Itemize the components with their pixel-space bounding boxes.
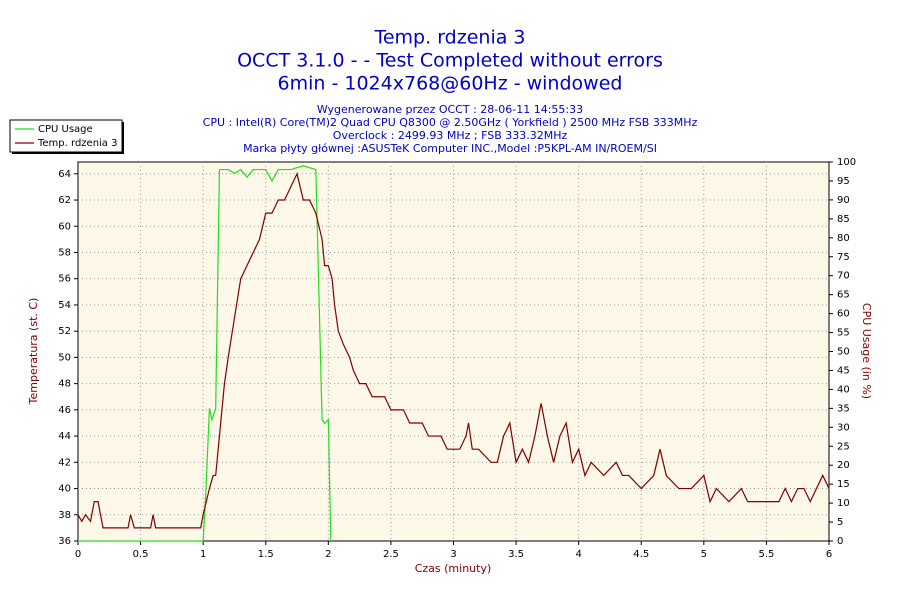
- y2-tick-label: 95: [837, 176, 850, 187]
- data-line: [77, 172, 830, 529]
- x-tick-label: 4.5: [633, 549, 649, 560]
- y2-tick-label: 60: [837, 309, 850, 320]
- y2-tick-label: 5: [837, 517, 843, 528]
- y-tick-label: 40: [58, 484, 71, 495]
- y-tick-label: 54: [58, 300, 71, 311]
- legend: CPU Usage Temp. rdzenia 3: [9, 119, 124, 154]
- y-tick-label: 44: [58, 431, 71, 442]
- x-tick-label: 4: [575, 549, 581, 560]
- y2-tick-label: 80: [837, 233, 850, 244]
- y2-tick-label: 100: [837, 157, 856, 168]
- y2-tick-label: 55: [837, 328, 850, 339]
- y-tick-label: 36: [58, 536, 71, 547]
- x-tick-label: 0.5: [133, 549, 149, 560]
- y2-tick-label: 25: [837, 441, 850, 452]
- y2-tick-label: 50: [837, 347, 850, 358]
- chart-title: OCCT 3.1.0 - - Test Completed without er…: [237, 50, 663, 72]
- y-tick-label: 62: [58, 195, 71, 206]
- y-tick-label: 38: [58, 510, 71, 521]
- subtitle: Overclock : 2499.93 MHz ; FSB 333.32MHz: [333, 129, 568, 142]
- y-tick-label: 50: [58, 352, 71, 363]
- y2-tick-label: 70: [837, 271, 850, 282]
- subtitle: CPU : Intel(R) Core(TM)2 Quad CPU Q8300 …: [203, 116, 698, 129]
- legend-label: CPU Usage: [38, 124, 93, 135]
- y-axis-label: Temperatura (st. C): [27, 298, 40, 406]
- chart-title: Temp. rdzenia 3: [373, 27, 525, 49]
- subtitle: Wygenerowane przez OCCT : 28-06-11 14:55…: [317, 103, 583, 116]
- y-tick-label: 42: [58, 457, 71, 468]
- subtitle: Marka płyty głównej :ASUSTeK Computer IN…: [243, 142, 657, 155]
- y2-tick-label: 85: [837, 214, 850, 225]
- y2-tick-label: 65: [837, 290, 850, 301]
- legend-label: Temp. rdzenia 3: [37, 138, 117, 149]
- x-tick-label: 0: [75, 549, 81, 560]
- y2-tick-label: 75: [837, 252, 850, 263]
- y2-tick-label: 45: [837, 365, 850, 376]
- x-tick-label: 1: [200, 549, 206, 560]
- y2-tick-label: 15: [837, 479, 850, 490]
- x-tick-label: 3: [450, 549, 456, 560]
- y-tick-label: 48: [58, 379, 71, 390]
- legend-box: [9, 119, 123, 153]
- y-tick-label: 52: [58, 326, 71, 337]
- y2-tick-label: 40: [837, 384, 850, 395]
- data-line: [78, 165, 332, 542]
- x-tick-label: 1.5: [258, 549, 274, 560]
- y2-tick-label: 0: [837, 536, 843, 547]
- y-tick-label: 58: [58, 247, 71, 258]
- x-tick-label: 5.5: [758, 549, 774, 560]
- x-tick-label: 2.5: [383, 549, 399, 560]
- y2-tick-label: 10: [837, 498, 850, 509]
- y2-tick-label: 30: [837, 422, 850, 433]
- x-tick-label: 3.5: [508, 549, 524, 560]
- x-tick-label: 5: [701, 549, 707, 560]
- y-tick-label: 64: [58, 169, 71, 180]
- y2-tick-label: 90: [837, 195, 850, 206]
- y2-tick-label: 20: [837, 460, 850, 471]
- chart-title: 6min - 1024x768@60Hz - windowed: [278, 73, 623, 95]
- y-tick-label: 56: [58, 274, 71, 285]
- x-tick-label: 2: [325, 549, 331, 560]
- x-tick-label: 6: [826, 549, 832, 560]
- y-tick-label: 46: [58, 405, 71, 416]
- y2-tick-label: 35: [837, 403, 850, 414]
- x-axis-label: Czas (minuty): [415, 562, 492, 575]
- y2-axis-label: CPU Usage (in %): [860, 303, 873, 399]
- y-tick-label: 60: [58, 221, 71, 232]
